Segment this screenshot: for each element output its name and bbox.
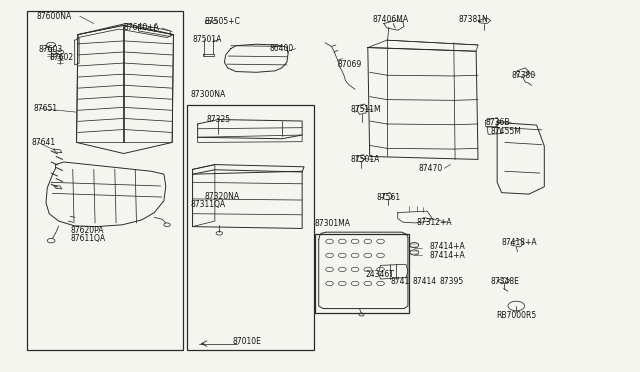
Text: 24346T: 24346T — [366, 270, 395, 279]
Text: 87455M: 87455M — [491, 127, 522, 136]
Text: 87010E: 87010E — [232, 337, 261, 346]
Text: 86400: 86400 — [269, 44, 293, 53]
Bar — [188, 105, 314, 350]
Text: 87320NA: 87320NA — [204, 192, 239, 201]
Text: 87620PA: 87620PA — [70, 226, 104, 235]
Text: 87348E: 87348E — [491, 278, 520, 286]
Text: 87414: 87414 — [412, 277, 436, 286]
Text: 87381N: 87381N — [459, 15, 489, 24]
Text: 87311QA: 87311QA — [190, 200, 225, 209]
Text: 87395: 87395 — [440, 277, 464, 286]
Text: 87418+A: 87418+A — [502, 238, 537, 247]
Text: 87603: 87603 — [38, 45, 63, 54]
Text: 87501A: 87501A — [193, 35, 222, 44]
Text: 8741: 8741 — [390, 277, 410, 286]
Text: 87501A: 87501A — [351, 155, 380, 164]
Text: 87611QA: 87611QA — [70, 234, 106, 243]
Text: 8736B: 8736B — [486, 118, 510, 127]
Text: 87406MA: 87406MA — [372, 15, 408, 24]
Bar — [315, 234, 409, 313]
Text: 87561: 87561 — [376, 193, 400, 202]
Text: 87470: 87470 — [419, 164, 443, 173]
Text: 87325: 87325 — [207, 115, 230, 124]
Text: RB7000R5: RB7000R5 — [496, 311, 536, 320]
Text: 87069: 87069 — [338, 60, 362, 69]
Text: 87300NA: 87300NA — [190, 90, 225, 99]
Text: 87651: 87651 — [33, 104, 58, 113]
Text: 87414+A: 87414+A — [429, 251, 465, 260]
Text: 87511M: 87511M — [351, 105, 381, 115]
Bar — [27, 11, 183, 350]
Text: 87505+C: 87505+C — [204, 17, 240, 26]
Bar — [205, 20, 211, 23]
Text: 87380: 87380 — [511, 71, 535, 80]
Text: 87414+A: 87414+A — [429, 243, 465, 251]
Text: 87600NA: 87600NA — [36, 12, 72, 21]
Text: 87641: 87641 — [32, 138, 56, 147]
Text: 87640+A: 87640+A — [124, 23, 159, 32]
Text: 87602: 87602 — [49, 53, 74, 62]
Text: 87301MA: 87301MA — [315, 219, 351, 228]
Text: 87312+A: 87312+A — [417, 218, 452, 227]
